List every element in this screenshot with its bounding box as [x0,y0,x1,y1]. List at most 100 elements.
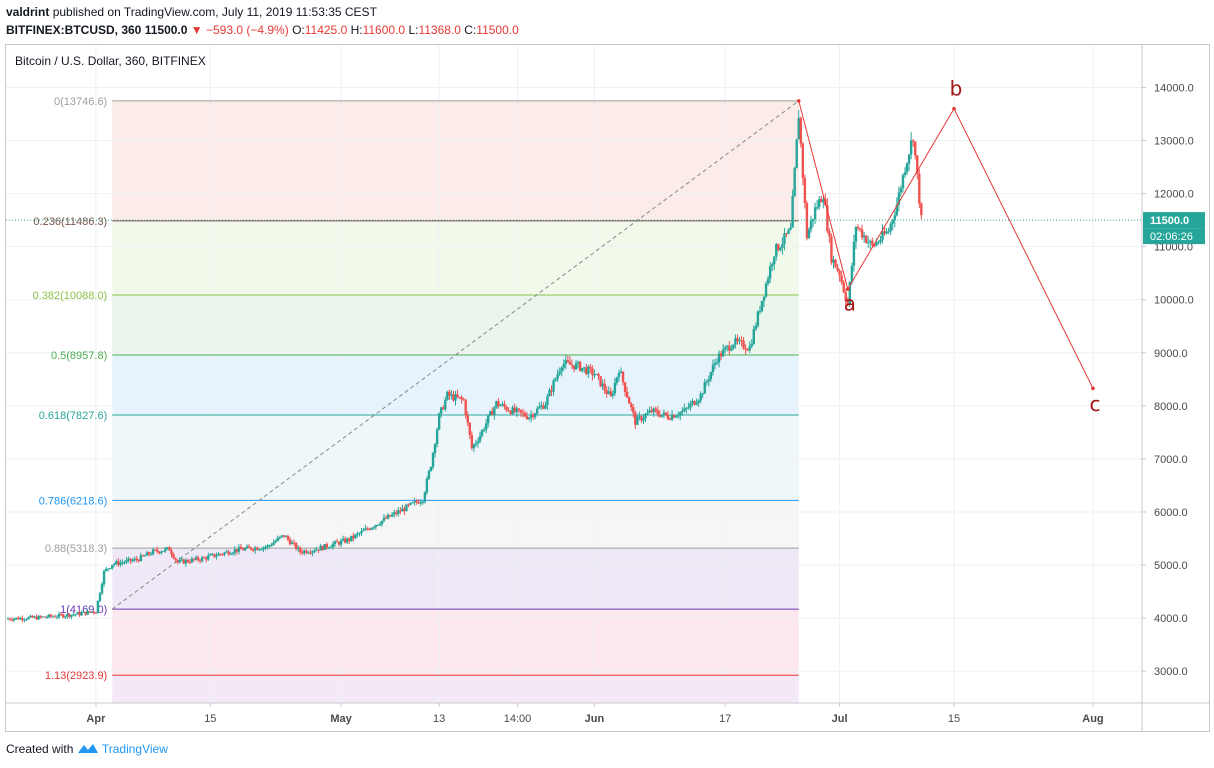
candle-body [752,328,755,345]
candle-body [717,353,721,363]
candle-body [525,416,529,419]
candle-body [519,409,523,413]
candle-body [135,558,138,561]
candle-body [190,558,194,563]
candle-body [311,551,314,553]
author-name[interactable]: valdrint [6,5,50,19]
candle-body [100,584,104,594]
candle-body [683,408,686,412]
candle-body [879,239,882,243]
candle-body [96,600,100,613]
candle-body [19,617,22,620]
candle-body [801,143,805,178]
candle-body [243,548,247,551]
candle-body [754,325,758,329]
candle-body [548,390,551,397]
candle-body [341,538,345,541]
publish-header: valdrint published on TradingView.com, J… [0,0,1214,44]
candle-body [329,547,333,549]
candle-body [511,407,514,414]
chart-frame[interactable]: 0(13746.6) 0.236(11486.3) 0.382(10088.0) 0.… [5,44,1210,732]
candle-body [531,414,535,418]
fib-zone [112,295,799,356]
candle-body [176,559,179,563]
candle-body [41,616,44,618]
candle-body [335,541,339,543]
candle-body [403,508,406,512]
candle-body [17,617,20,620]
candle-body [721,349,725,357]
candle-body [307,552,310,554]
candle-body [789,227,792,230]
candle-body [68,613,71,617]
candle-body [55,616,59,618]
candle-body [86,611,89,615]
candle-body [372,527,375,529]
candle-body [384,517,388,519]
candle-body [313,550,316,552]
candle-body [642,418,645,421]
candle-body [907,154,911,164]
candle-body [899,188,903,193]
candle-body [846,300,849,305]
price-chart[interactable]: 0(13746.6) 0.236(11486.3) 0.382(10088.0) 0.… [6,45,1209,731]
candle-body [460,397,463,400]
candle-body [711,364,715,373]
candle-body [354,534,357,539]
candle-body [94,612,98,614]
tradingview-brand[interactable]: TradingView [101,742,168,756]
candle-body [617,373,621,378]
candle-body [681,411,684,413]
candle-body [905,163,909,173]
candle-body [350,535,353,541]
wave-point [796,99,801,103]
wave-pattern[interactable]: a b c [796,76,1101,416]
candle-body [619,371,623,374]
candle-body [634,412,637,425]
candle-body [272,542,275,546]
candle-body [709,372,713,380]
candle-body [546,396,549,406]
candle-body [493,407,496,416]
candle-body [393,512,396,515]
candle-body [417,502,420,504]
candle-body [407,504,410,506]
candle-body [842,282,845,292]
candle-body [433,444,437,454]
candle-body [8,618,12,620]
tradingview-logo-icon[interactable] [77,742,102,756]
candle-body [211,553,214,555]
candle-body [57,613,61,617]
y-tick-label: 9000.0 [1154,348,1188,360]
candle-body [795,139,798,169]
fib-level-label: 0.236(11486.3) [33,216,107,228]
candle-body [869,240,872,243]
candle-body [489,411,492,416]
candle-body [815,207,819,209]
candle-body [331,543,335,548]
candle-body [707,379,711,382]
candle-body [145,552,149,556]
countdown-label: 02:06:26 [1150,231,1193,243]
candle-body [217,553,220,556]
candle-body [691,401,694,404]
candle-body [109,568,112,570]
candle-body [650,410,653,413]
candle-body [464,399,467,416]
candle-body [585,367,588,375]
candle-body [484,423,488,430]
candle-body [674,416,678,418]
candle-body [305,550,308,553]
candle-body [196,557,200,561]
candle-body [873,245,876,247]
candle-body [421,501,425,503]
candle-body [98,593,102,601]
fib-zone [112,500,799,549]
candle-body [893,215,896,221]
candle-body [705,381,709,383]
candle-body [909,140,913,155]
published-text: published on TradingView.com, July 11, 2… [52,5,377,19]
candle-body [736,338,739,342]
candle-body [249,547,253,550]
candle-body [768,266,772,279]
